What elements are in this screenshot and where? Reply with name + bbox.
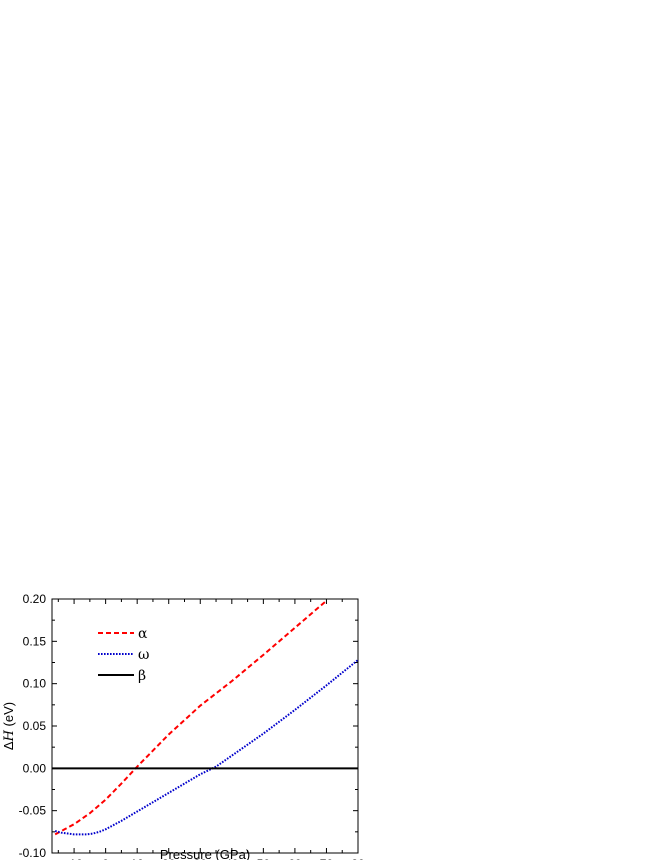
y-axis-label-unit: (eV) <box>1 702 16 730</box>
x-tick-label: 70 <box>320 857 334 860</box>
legend-label-1: ω <box>138 647 149 663</box>
x-tick-label: 20 <box>162 857 176 860</box>
axes-layer: -10 0 10 20 30 40 50 60 70 80 -0.10 -0.05 0.00 0.05 0.… <box>19 592 365 860</box>
y-tick-label: 0.00 <box>23 761 47 775</box>
x-tick-label: 50 <box>257 857 271 860</box>
x-tick-label: 10 <box>130 857 144 860</box>
y-axis-label-delta: Δ <box>1 741 16 750</box>
y-axis-label-var: H <box>2 729 17 742</box>
plot-frame <box>51 598 359 854</box>
y-tick-label: -0.10 <box>19 846 47 860</box>
x-tick-label: 30 <box>194 857 208 860</box>
y-axis-label: ΔH (eV) <box>1 702 17 750</box>
series-line-1 <box>54 659 359 836</box>
y-tick-label: 0.20 <box>23 592 47 606</box>
series-line-0 <box>54 599 328 836</box>
y-tick-label: -0.05 <box>19 804 47 818</box>
series-layer <box>52 599 359 836</box>
y-tick-label: 0.15 <box>23 634 47 648</box>
legend-label-2: β <box>138 668 146 684</box>
x-tick-label: 40 <box>225 857 239 860</box>
legend: αωβ <box>98 626 149 684</box>
x-tick-label: 60 <box>288 857 302 860</box>
x-tick-label: 0 <box>102 857 109 860</box>
y-tick-label: 0.10 <box>23 677 47 691</box>
legend-label-0: α <box>138 626 148 642</box>
x-axis-label: Pressure (GPa) <box>160 847 250 860</box>
x-tick-label: -10 <box>65 857 83 860</box>
x-tick-label: 80 <box>351 857 365 860</box>
y-tick-label: 0.05 <box>23 719 47 733</box>
